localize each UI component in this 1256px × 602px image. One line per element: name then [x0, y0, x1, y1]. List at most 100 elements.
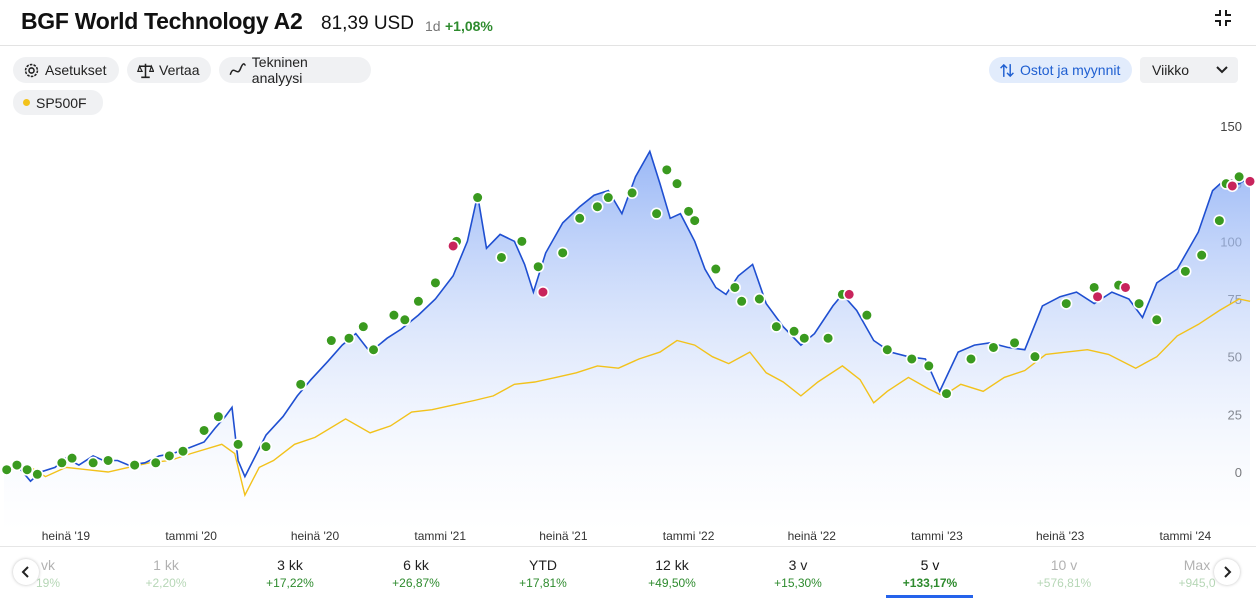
buy-marker[interactable]	[573, 212, 586, 225]
range-option[interactable]: 12 kk +49,50%	[612, 547, 732, 595]
range-option-change: +49,50%	[648, 576, 696, 590]
buy-marker[interactable]	[650, 207, 663, 220]
buy-marker[interactable]	[342, 332, 356, 345]
buy-marker[interactable]	[515, 235, 528, 248]
sell-marker[interactable]	[1226, 179, 1239, 193]
buy-marker[interactable]	[905, 352, 918, 366]
buy-marker[interactable]	[102, 454, 115, 467]
buy-marker[interactable]	[55, 456, 68, 469]
sell-marker[interactable]	[1243, 175, 1256, 188]
buy-marker[interactable]	[259, 440, 273, 453]
buy-marker[interactable]	[197, 424, 211, 437]
buy-marker[interactable]	[87, 456, 100, 469]
legend-comparison-label: SP500F	[36, 94, 87, 111]
x-tick-label: heinä '22	[788, 529, 837, 543]
buy-marker[interactable]	[294, 378, 307, 391]
buy-marker[interactable]	[387, 309, 401, 322]
buy-marker[interactable]	[471, 191, 484, 204]
buy-marker[interactable]	[670, 177, 684, 190]
range-prev-button[interactable]	[13, 559, 39, 585]
buy-marker[interactable]	[176, 445, 190, 458]
range-option[interactable]: YTD +17,81%	[483, 547, 603, 595]
range-option[interactable]: Max +945,0	[1137, 547, 1256, 595]
buy-marker[interactable]	[682, 205, 695, 218]
buy-marker[interactable]	[556, 246, 569, 259]
buy-marker[interactable]	[163, 449, 176, 462]
buy-marker[interactable]	[770, 320, 783, 333]
buy-marker[interactable]	[325, 334, 338, 347]
buy-marker[interactable]	[1179, 265, 1192, 278]
buy-marker[interactable]	[709, 262, 722, 276]
sell-marker[interactable]	[447, 239, 460, 253]
buy-marker[interactable]	[660, 163, 673, 176]
buy-marker[interactable]	[735, 295, 748, 308]
buy-marker[interactable]	[728, 281, 741, 294]
technical-analysis-button[interactable]: Tekninen analyysi	[219, 54, 371, 86]
buy-marker[interactable]	[31, 468, 44, 481]
buy-marker[interactable]	[357, 320, 370, 333]
buy-marker[interactable]	[821, 332, 835, 345]
buy-marker[interactable]	[65, 452, 79, 465]
buy-marker[interactable]	[149, 456, 162, 469]
buy-marker[interactable]	[1233, 170, 1246, 183]
buy-marker[interactable]	[1132, 297, 1146, 310]
daily-change: +1,08%	[445, 18, 493, 34]
buy-marker[interactable]	[10, 458, 24, 472]
buy-marker[interactable]	[602, 191, 615, 204]
buy-marker[interactable]	[688, 214, 701, 227]
buy-marker[interactable]	[626, 186, 639, 199]
sell-marker[interactable]	[1091, 290, 1104, 303]
buy-marker[interactable]	[429, 276, 442, 289]
buy-marker[interactable]	[860, 309, 873, 322]
trades-toggle-button[interactable]: Ostot ja myynnit	[989, 57, 1132, 83]
buy-marker[interactable]	[922, 359, 935, 372]
range-option[interactable]: vk 19%	[0, 547, 108, 595]
range-option[interactable]: 10 v +576,81%	[1004, 547, 1124, 595]
buy-marker[interactable]	[1060, 297, 1073, 310]
range-option[interactable]: 6 kk +26,87%	[356, 547, 476, 595]
sell-marker[interactable]	[1119, 281, 1132, 294]
buy-marker[interactable]	[591, 200, 604, 213]
sell-marker[interactable]	[536, 285, 550, 299]
compare-button[interactable]: Vertaa	[127, 57, 211, 83]
buy-marker[interactable]	[412, 295, 425, 308]
buy-marker[interactable]	[212, 410, 225, 423]
buy-marker[interactable]	[398, 313, 411, 326]
range-next-button[interactable]	[1214, 559, 1240, 585]
buy-marker[interactable]	[0, 463, 13, 476]
buy-marker[interactable]	[753, 292, 766, 306]
buy-marker[interactable]	[1213, 214, 1226, 227]
buy-marker[interactable]	[21, 463, 34, 476]
range-option[interactable]: 3 kk +17,22%	[230, 547, 350, 595]
buy-marker[interactable]	[787, 325, 801, 338]
buy-marker[interactable]	[231, 438, 245, 451]
buy-marker[interactable]	[1195, 249, 1208, 262]
buy-marker[interactable]	[798, 332, 811, 345]
range-option-label: 10 v	[1050, 557, 1078, 573]
collapse-arrows-icon[interactable]	[1213, 8, 1233, 28]
scales-icon	[137, 63, 154, 78]
legend-comparison-chip[interactable]: SP500F	[13, 90, 103, 115]
sell-marker[interactable]	[843, 288, 856, 301]
buy-marker[interactable]	[532, 260, 545, 273]
buy-marker[interactable]	[367, 343, 380, 356]
buy-marker[interactable]	[1028, 350, 1042, 363]
range-option[interactable]: 5 v +133,17%	[870, 547, 990, 595]
range-option-change: +17,22%	[266, 576, 314, 590]
buy-marker[interactable]	[964, 352, 978, 366]
trades-label: Ostot ja myynnit	[1020, 62, 1121, 78]
period-select[interactable]: Viikko	[1140, 57, 1238, 83]
range-option-label: 5 v	[920, 557, 940, 573]
buy-marker[interactable]	[881, 343, 894, 356]
buy-marker[interactable]	[1008, 336, 1021, 349]
buy-marker[interactable]	[1150, 313, 1163, 326]
range-option[interactable]: 1 kk +2,20%	[106, 547, 226, 595]
buy-marker[interactable]	[940, 387, 953, 400]
settings-button[interactable]: Asetukset	[13, 57, 119, 83]
x-tick-label: tammi '21	[414, 529, 466, 543]
buy-marker[interactable]	[128, 458, 141, 472]
buy-marker[interactable]	[495, 251, 508, 264]
buy-marker[interactable]	[987, 341, 1000, 354]
range-option[interactable]: 3 v +15,30%	[738, 547, 858, 595]
